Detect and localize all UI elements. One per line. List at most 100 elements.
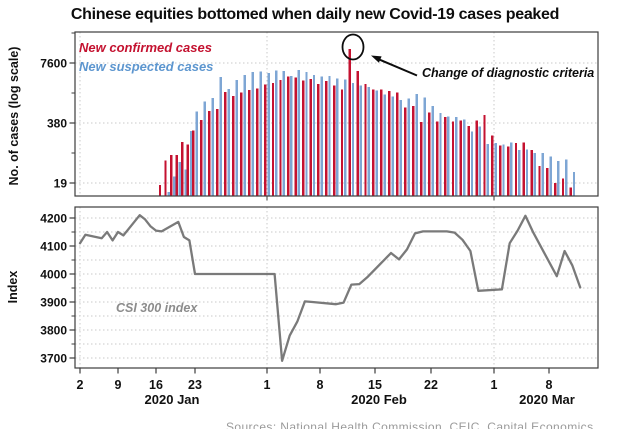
confirmed-bar (332, 85, 336, 196)
suspected-bar (259, 71, 262, 196)
confirmed-bar (181, 141, 184, 196)
confirmed-bar (248, 89, 251, 196)
suspected-bar (470, 131, 474, 196)
confirmed-bar (538, 166, 541, 196)
confirmed-bar (271, 82, 275, 196)
suspected-bar (375, 90, 378, 196)
suspected-bar (167, 192, 170, 196)
source-caption: Sources: National Health Commission, CEI… (226, 420, 594, 429)
confirmed-bar (483, 114, 486, 196)
x-tick-label: 15 (368, 378, 382, 392)
suspected-bar (557, 161, 560, 196)
suspected-bar (297, 70, 301, 196)
suspected-bar (549, 156, 552, 196)
suspected-bar (502, 144, 505, 196)
confirmed-bar (443, 117, 447, 196)
x-tick-label: 9 (115, 378, 122, 392)
suspected-bar (359, 85, 363, 196)
suspected-bar (219, 76, 222, 196)
month-label: 2020 Feb (351, 392, 407, 407)
confirmed-bar (514, 143, 518, 196)
x-tick-label: 1 (264, 378, 271, 392)
suspected-bar (235, 80, 238, 196)
y-tick-label: 19 (54, 176, 68, 190)
confirmed-bar (451, 121, 455, 196)
confirmed-bar (491, 135, 494, 196)
y-tick-label: 4000 (40, 267, 67, 281)
suspected-bar (455, 117, 458, 196)
confirmed-bar (412, 106, 415, 196)
x-tick-label: 8 (546, 378, 553, 392)
bottom-plot-border (74, 206, 599, 369)
confirmed-bar (256, 88, 259, 196)
confirmed-bar (546, 168, 549, 196)
y-tick-label: 4100 (40, 239, 67, 253)
confirmed-bar (475, 120, 478, 196)
suspected-bar (391, 96, 394, 196)
suspected-bar (178, 162, 182, 196)
confirmed-bar (200, 119, 203, 196)
suspected-bar (447, 116, 450, 196)
index-line (78, 214, 582, 362)
legend-new-suspected-cases: New suspected cases (79, 59, 214, 74)
confirmed-bar (428, 112, 431, 196)
suspected-bar (328, 75, 331, 196)
suspected-bar (367, 87, 370, 196)
y-tick-label: 3900 (40, 295, 67, 309)
suspected-bar (565, 159, 568, 196)
y-axes: 7600 380 19 4200 4100 4000 3900 3800 3700 (40, 32, 75, 365)
suspected-bar (312, 74, 316, 196)
suspected-bar (173, 176, 176, 196)
confirmed-bar (279, 80, 282, 196)
bottom-y-axis-label: Index (6, 270, 20, 304)
confirmed-bar (240, 92, 243, 196)
confirmed-bar (158, 185, 162, 196)
suspected-bar (383, 94, 386, 196)
confirmed-bar (224, 92, 227, 196)
confirmed-bar (192, 130, 195, 196)
suspected-bar (399, 100, 402, 196)
top-plot-border (74, 31, 599, 197)
suspected-bar (305, 72, 308, 196)
x-tick-label: 2 (77, 378, 84, 392)
confirmed-bar (175, 155, 178, 196)
x-tick-label: 1 (491, 378, 498, 392)
confirmed-bar (388, 90, 391, 196)
confirmed-bar (348, 49, 351, 197)
suspected-bar (415, 94, 418, 196)
month-label: 2020 Jan (145, 392, 200, 407)
generated-plot-layers: 7600 380 19 4200 4100 4000 3900 3800 3700 2 9 16 23 1… (40, 32, 598, 407)
suspected-bar (227, 89, 230, 196)
confirmed-bar (309, 79, 312, 196)
suspected-bar (211, 98, 214, 196)
suspected-bar (275, 70, 278, 196)
suspected-bar (407, 98, 410, 196)
suspected-bar (494, 142, 497, 196)
confirmed-bar (372, 89, 375, 196)
confirmed-bar (396, 92, 399, 196)
confirmed-bar (467, 126, 470, 196)
confirmed-bar (186, 144, 189, 196)
confirmed-bar (169, 155, 173, 196)
suspected-bar (533, 153, 537, 196)
confirmed-bar (506, 146, 510, 196)
x-axis: 2 9 16 23 1 8 15 22 1 8 2020 Jan 2020 Feb 2020 Mar (77, 196, 575, 407)
suspected-bar (336, 78, 339, 196)
csi-300-index-label: CSI 300 index (116, 301, 198, 315)
confirmed-bar (561, 178, 565, 196)
confirmed-bar (264, 84, 267, 196)
suspected-bar (525, 149, 529, 196)
suspected-bar (478, 126, 481, 196)
suspected-bar (572, 171, 576, 196)
month-label: 2020 Mar (519, 392, 575, 407)
annotation-circle (341, 33, 365, 61)
y-tick-label: 380 (47, 116, 67, 130)
confirmed-bar (325, 81, 328, 196)
suspected-bar (195, 111, 198, 196)
confirmed-bar (356, 71, 359, 196)
annotation-text: Change of diagnostic criteria (422, 66, 595, 80)
covid-bars (158, 49, 576, 197)
suspected-bar (290, 76, 293, 196)
legend-new-confirmed-cases: New confirmed cases (79, 40, 212, 55)
